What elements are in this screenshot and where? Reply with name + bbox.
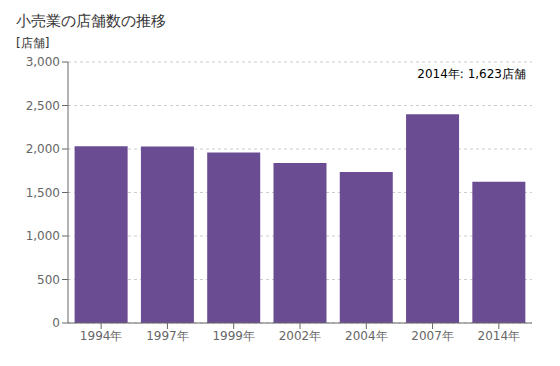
svg-text:2004年: 2004年 [345,329,388,343]
svg-text:3,000: 3,000 [26,55,60,69]
svg-text:0: 0 [52,316,60,330]
svg-text:1994年: 1994年 [80,329,123,343]
svg-text:1997年: 1997年 [146,329,189,343]
svg-text:2002年: 2002年 [279,329,322,343]
svg-text:2,000: 2,000 [26,142,60,156]
svg-text:1,500: 1,500 [26,186,60,200]
svg-text:1,000: 1,000 [26,229,60,243]
svg-text:2014年: 2014年 [478,329,521,343]
svg-text:2,500: 2,500 [26,99,60,113]
svg-text:500: 500 [37,273,60,287]
svg-text:1999年: 1999年 [212,329,255,343]
html-text:小売業の店舗数の推移: 小売業の店舗数の推移 [16,12,166,30]
svg-text:2007年: 2007年 [411,329,454,343]
html-text:2014年: 1,623店舗: 2014年: 1,623店舗 [417,67,526,81]
html-text:[店舗]: [店舗] [16,36,50,50]
